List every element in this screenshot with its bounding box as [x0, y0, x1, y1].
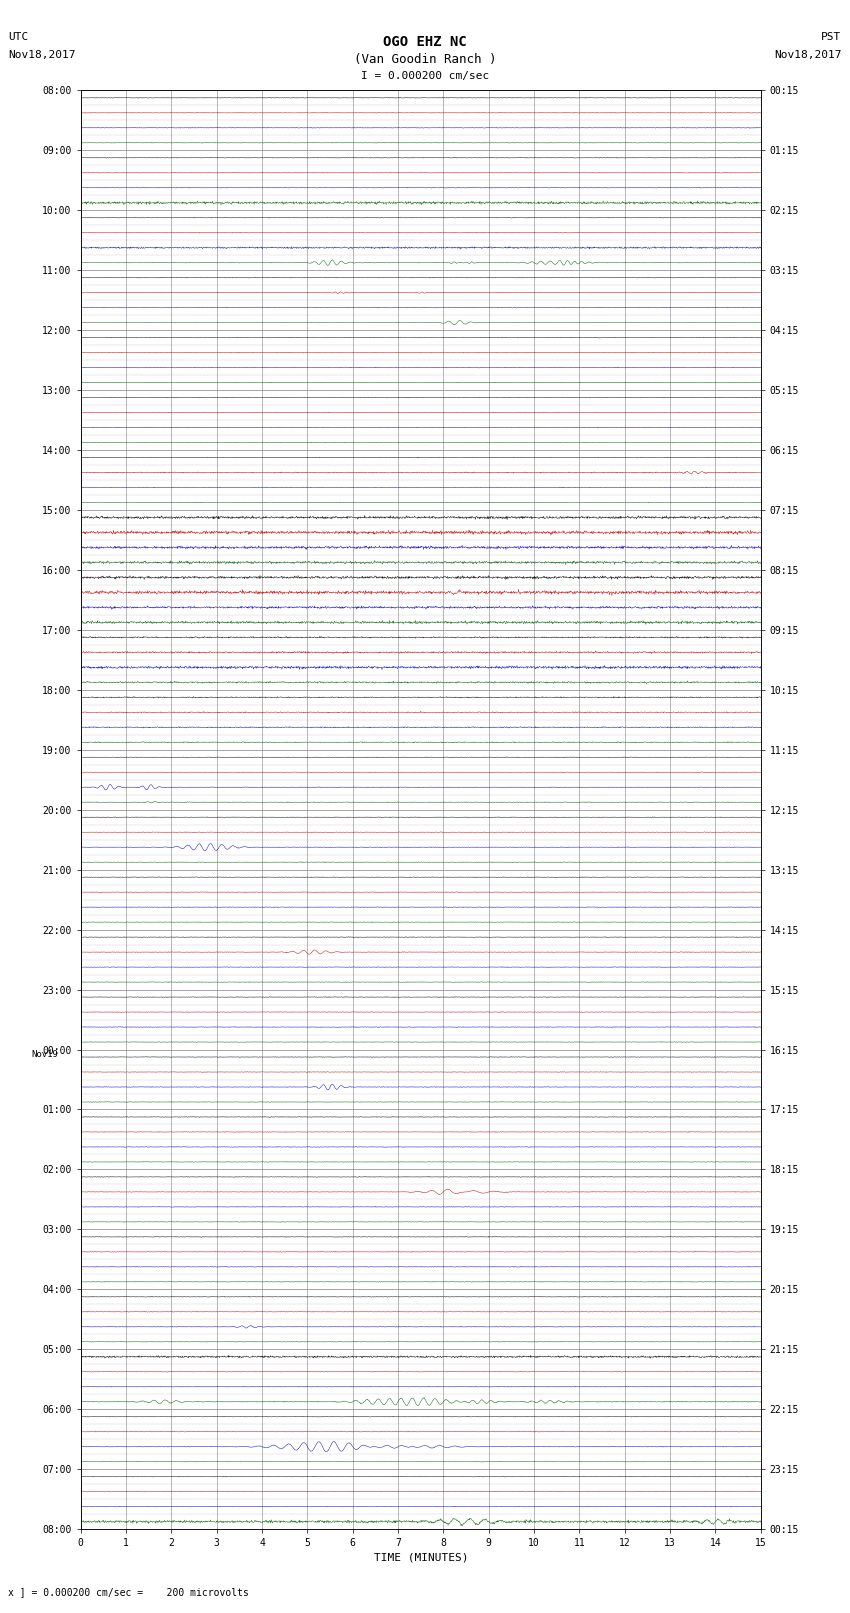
Text: I = 0.000200 cm/sec: I = 0.000200 cm/sec — [361, 71, 489, 81]
Text: Nov19: Nov19 — [31, 1050, 58, 1058]
Text: Nov18,2017: Nov18,2017 — [774, 50, 842, 60]
Text: UTC: UTC — [8, 32, 29, 42]
Text: Nov18,2017: Nov18,2017 — [8, 50, 76, 60]
Text: PST: PST — [821, 32, 842, 42]
Text: x ] = 0.000200 cm/sec =    200 microvolts: x ] = 0.000200 cm/sec = 200 microvolts — [8, 1587, 249, 1597]
Text: (Van Goodin Ranch ): (Van Goodin Ranch ) — [354, 53, 496, 66]
X-axis label: TIME (MINUTES): TIME (MINUTES) — [373, 1552, 468, 1563]
Text: OGO EHZ NC: OGO EHZ NC — [383, 35, 467, 50]
